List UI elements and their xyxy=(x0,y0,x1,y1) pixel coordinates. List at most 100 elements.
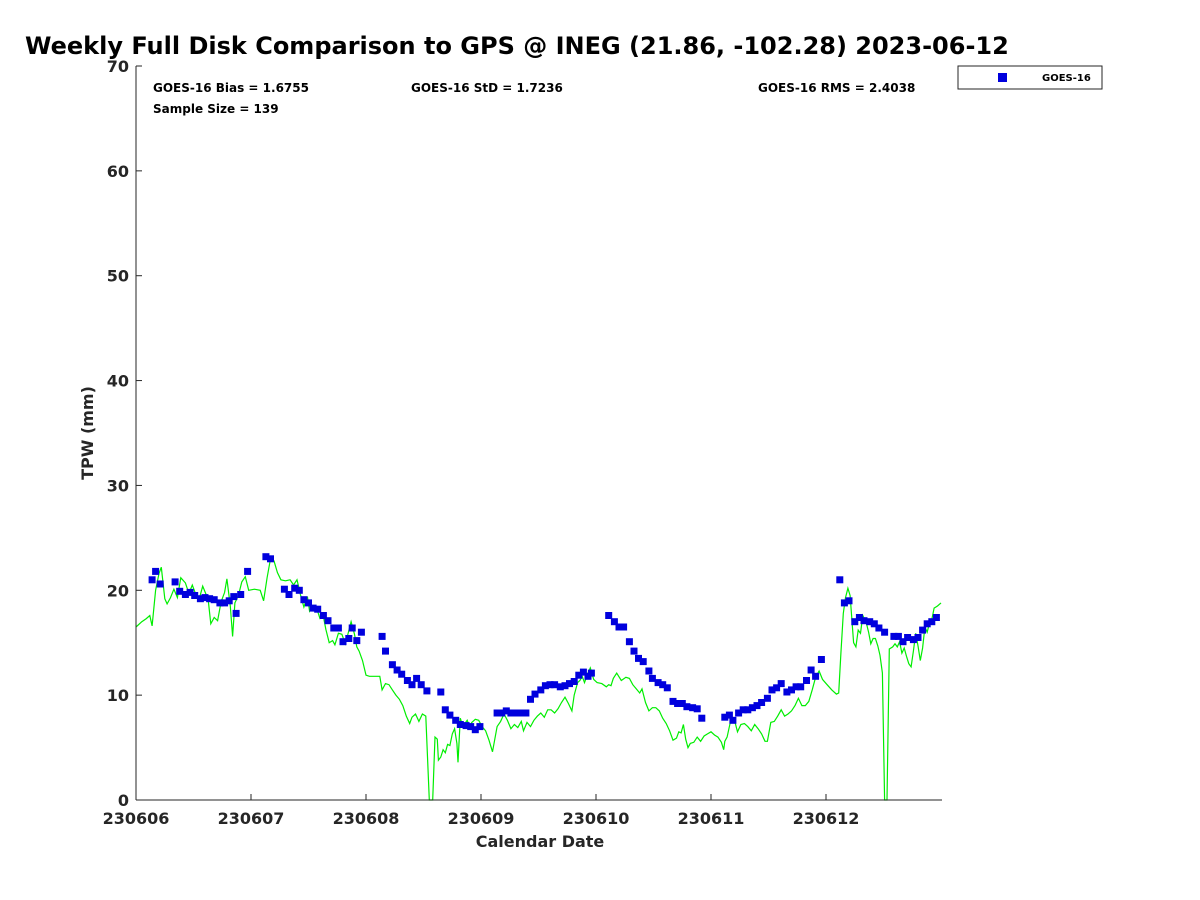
goes16-point xyxy=(739,706,747,714)
goes16-point xyxy=(476,723,484,731)
goes16-point xyxy=(191,592,199,599)
goes16-point xyxy=(909,636,917,644)
goes16-point xyxy=(817,656,825,663)
goes16-point xyxy=(467,723,475,731)
goes16-point xyxy=(620,623,628,631)
goes16-point xyxy=(919,626,927,634)
goes16-point xyxy=(148,576,156,584)
goes16-point xyxy=(441,706,449,714)
goes16-point xyxy=(522,709,530,717)
goes16-point xyxy=(845,597,853,605)
goes16-point xyxy=(262,553,270,561)
goes16-point xyxy=(773,684,781,692)
y-ticks: 0 10 20 30 40 50 60 70 xyxy=(107,57,142,810)
goes16-point xyxy=(330,624,338,632)
gps-line-layer xyxy=(135,557,942,801)
bias-stat: GOES-16 Bias = 1.6755 xyxy=(153,81,309,95)
goes16-point xyxy=(899,638,907,646)
x-tick-label: 230608 xyxy=(333,809,400,828)
goes16-point xyxy=(812,672,820,680)
goes16-point xyxy=(763,694,771,702)
goes16-point xyxy=(156,580,164,588)
goes16-point xyxy=(309,604,317,612)
goes16-point xyxy=(345,635,353,642)
x-tick-label: 230611 xyxy=(678,809,745,828)
y-tick-label: 50 xyxy=(107,267,129,286)
goes16-point xyxy=(507,709,515,717)
goes16-point xyxy=(875,624,883,632)
goes16-point xyxy=(615,623,623,631)
goes16-point xyxy=(659,681,667,689)
goes16-point xyxy=(300,596,308,604)
goes16-point xyxy=(512,709,519,717)
legend-label-goes16: GOES-16 xyxy=(1042,73,1091,84)
gps-series-line xyxy=(135,557,942,801)
y-tick-label: 20 xyxy=(107,581,129,600)
goes16-point xyxy=(314,605,322,613)
goes16-point xyxy=(171,578,179,586)
goes16-point xyxy=(551,681,559,689)
goes16-point xyxy=(721,713,729,721)
goes16-point xyxy=(357,628,365,636)
goes16-point xyxy=(855,614,863,621)
goes16-point xyxy=(605,612,613,619)
goes16-point xyxy=(914,634,922,641)
goes16-point xyxy=(456,721,464,728)
goes16-point xyxy=(904,634,912,641)
goes16-point xyxy=(206,595,214,603)
goes16-point xyxy=(561,682,569,690)
y-axis-label: TPW (mm) xyxy=(78,386,97,480)
goes16-point xyxy=(403,677,411,684)
goes16-point xyxy=(408,681,416,689)
x-tick-label: 230609 xyxy=(448,809,515,828)
goes16-point xyxy=(413,674,421,682)
goes16-point xyxy=(894,632,902,640)
goes16-point xyxy=(783,688,791,696)
goes16-point xyxy=(698,714,706,722)
goes16-point xyxy=(319,612,327,619)
goes16-point xyxy=(748,704,756,712)
goes16-point xyxy=(648,674,656,682)
goes16-point xyxy=(932,614,940,621)
goes16-point xyxy=(678,700,686,707)
goes16-point xyxy=(382,647,389,655)
goes16-point xyxy=(221,599,229,607)
goes16-point xyxy=(729,716,737,724)
goes16-point xyxy=(788,686,795,694)
plot-area: 0 10 20 30 40 50 60 70 230606 230607 230608 230609… xyxy=(103,57,942,828)
goes-marker-layer xyxy=(148,553,940,734)
goes16-point xyxy=(923,620,931,628)
goes16-point xyxy=(792,683,800,691)
goes16-point xyxy=(393,666,401,674)
goes16-point xyxy=(674,700,682,707)
goes16-point xyxy=(556,683,564,691)
goes16-point xyxy=(237,591,245,598)
goes16-point xyxy=(881,628,889,636)
goes16-point xyxy=(471,726,479,734)
goes16-point xyxy=(295,586,303,594)
rms-stat: GOES-16 RMS = 2.4038 xyxy=(758,81,915,95)
chart-title: Weekly Full Disk Comparison to GPS @ INE… xyxy=(25,32,1009,60)
y-tick-label: 60 xyxy=(107,162,129,181)
goes16-point xyxy=(630,647,638,655)
goes16-point xyxy=(610,618,618,626)
goes16-point xyxy=(324,617,332,625)
goes16-point xyxy=(353,637,361,645)
goes16-point xyxy=(866,618,874,626)
goes16-point xyxy=(291,584,299,592)
y-tick-label: 10 xyxy=(107,686,129,705)
goes16-point xyxy=(744,706,752,714)
goes16-point xyxy=(645,667,653,675)
goes16-point xyxy=(201,594,209,602)
x-tick-label: 230606 xyxy=(103,809,170,828)
goes16-point xyxy=(517,709,525,717)
goes16-point xyxy=(777,680,785,688)
goes16-point xyxy=(196,595,204,603)
legend-marker-goes16 xyxy=(998,73,1007,82)
goes16-point xyxy=(851,618,859,626)
goes16-point xyxy=(689,704,697,712)
goes16-point xyxy=(437,688,445,696)
y-tick-label: 30 xyxy=(107,476,129,495)
goes16-point xyxy=(186,588,194,596)
